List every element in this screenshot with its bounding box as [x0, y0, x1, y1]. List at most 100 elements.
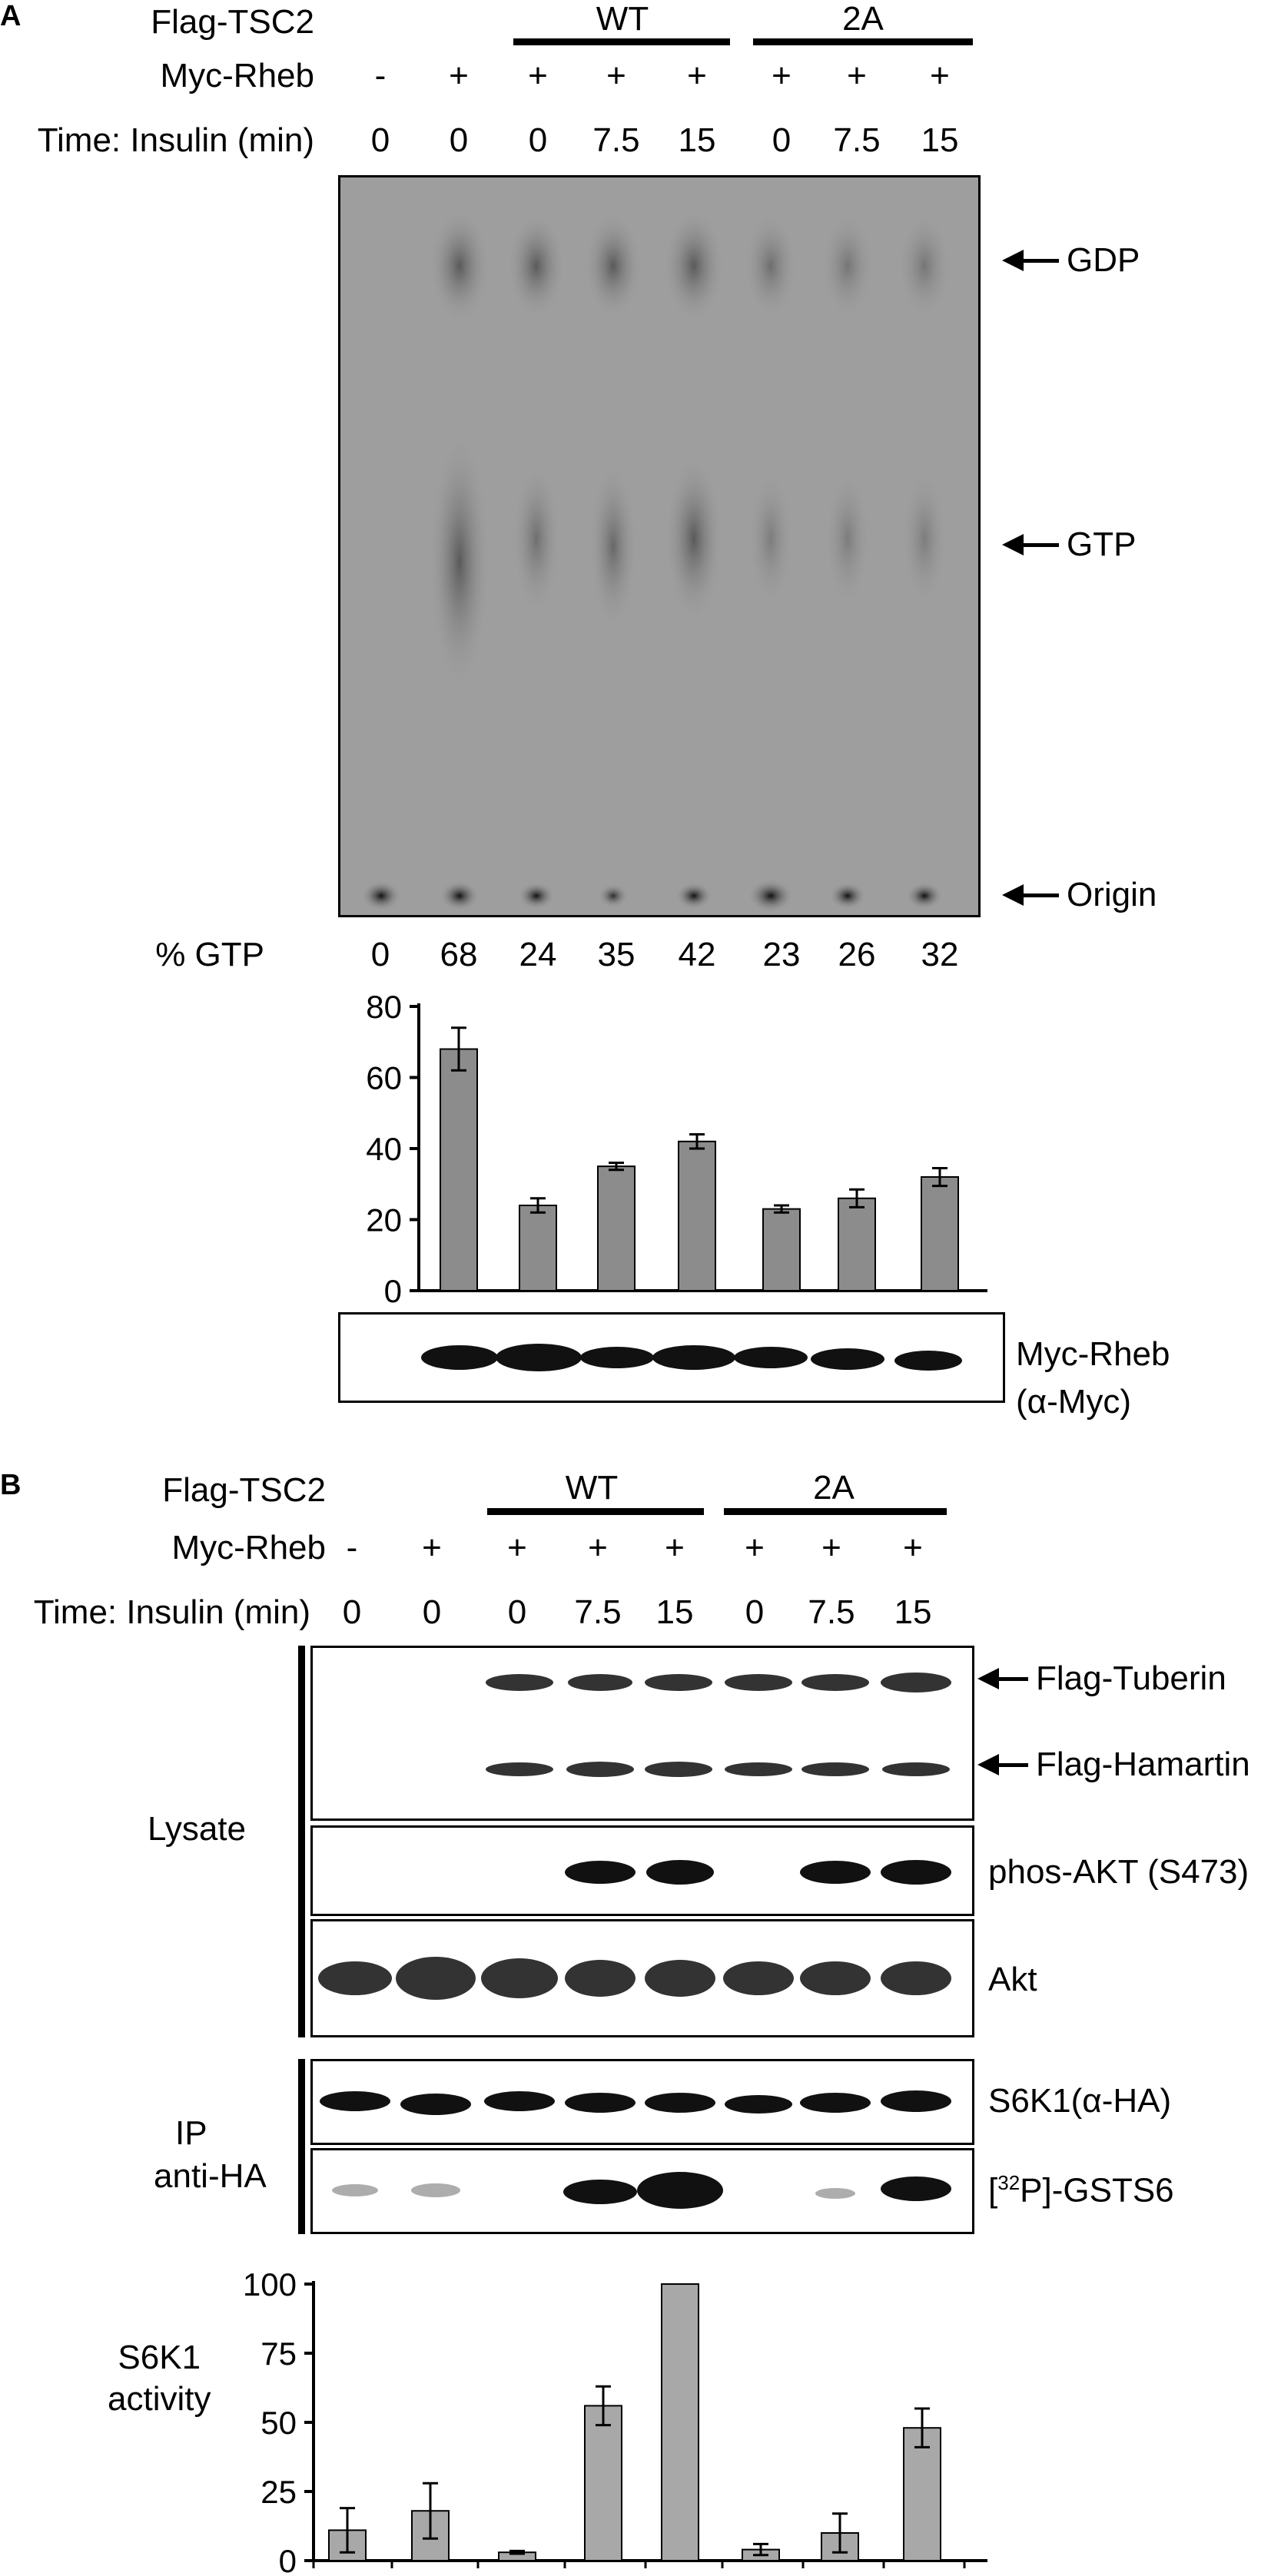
tuberin-arrow-label: Flag-Tuberin	[977, 1659, 1226, 1698]
left-arrow-icon	[977, 1754, 1028, 1775]
tuberin-hamartin-blot	[310, 1646, 974, 1821]
phos-akt-blot	[310, 1825, 974, 1916]
s6k1-activity-chart: 0 25 50 75 100	[243, 2266, 987, 2576]
time-lane-value: 7.5	[574, 1593, 622, 1631]
gdp-arrow-label: GDP	[1002, 241, 1140, 280]
bar	[678, 1140, 716, 1291]
panel-b-letter: B	[0, 1469, 22, 1501]
time-lane-value: 15	[921, 121, 959, 159]
myc-rheb-lane-value: +	[847, 57, 867, 94]
alpha-myc-label: (α-Myc)	[1016, 1383, 1132, 1421]
y-tick-label: 50	[261, 2405, 297, 2441]
myc-rheb-blot-label: Myc-Rheb	[1016, 1335, 1170, 1373]
time-insulin-label-b: Time: Insulin (min)	[33, 1593, 310, 1631]
gtp-arrow-label: GTP	[1002, 525, 1136, 564]
wt-group-bar	[513, 38, 730, 45]
2a-group-label-b: 2A	[813, 1469, 855, 1507]
akt-blot	[310, 1919, 974, 2037]
bar	[440, 1048, 478, 1291]
myc-rheb-lane-value: +	[903, 1529, 923, 1566]
y-tick-label: 100	[243, 2266, 297, 2302]
y-tick-label: 25	[261, 2474, 297, 2510]
y-tick-label: 0	[384, 1273, 402, 1309]
bar	[921, 1176, 959, 1291]
myc-rheb-lane-value: -	[374, 57, 387, 94]
myc-rheb-lane-value: +	[772, 57, 791, 94]
gsts6-blot	[310, 2148, 974, 2234]
bar	[903, 2427, 941, 2561]
tuberin-bands	[486, 1673, 951, 1692]
hamartin-arrow-label: Flag-Hamartin	[977, 1746, 1250, 1784]
panel-a-letter: A	[0, 0, 22, 32]
time-lane-value: 0	[772, 121, 791, 159]
y-tick-label: 75	[261, 2336, 297, 2372]
tlc-plate	[338, 175, 981, 917]
origin-arrow-label: Origin	[1002, 876, 1157, 914]
2a-group-label: 2A	[842, 0, 884, 38]
s6k1-blot	[310, 2059, 974, 2145]
left-arrow-icon	[1002, 884, 1059, 906]
pct-gtp-lane-value: 68	[440, 936, 478, 973]
gsts6-label: [32P]-GSTS6	[988, 2171, 1174, 2210]
time-insulin-label: Time: Insulin (min)	[37, 121, 314, 159]
y-tick-label: 40	[366, 1131, 402, 1167]
bar	[597, 1165, 636, 1291]
bar	[584, 2405, 622, 2561]
gtp-spots	[429, 431, 947, 692]
pct-gtp-label: % GTP	[155, 936, 264, 973]
ip-label: IP	[175, 2114, 207, 2152]
anti-ha-label: anti-HA	[154, 2157, 267, 2195]
ip-bracket	[298, 2059, 305, 2234]
time-lane-value: 0	[745, 1593, 765, 1631]
pct-gtp-lane-value: 32	[921, 936, 959, 973]
pct-gtp-lane-value: 35	[597, 936, 636, 973]
hamartin-bands	[486, 1762, 950, 1777]
myc-rheb-lane-value: +	[528, 57, 548, 94]
time-lane-value: 15	[678, 121, 716, 159]
myc-rheb-lane-value: +	[449, 57, 469, 94]
pct-gtp-lane-value: 26	[838, 936, 876, 973]
gdp-spots	[429, 208, 951, 323]
time-lane-value: 0	[342, 1593, 362, 1631]
time-lane-value: 0	[528, 121, 548, 159]
time-lane-value: 15	[894, 1593, 932, 1631]
myc-rheb-lane-value: +	[745, 1529, 765, 1566]
akt-label: Akt	[988, 1961, 1037, 1998]
myc-rheb-label: Myc-Rheb	[160, 57, 315, 94]
myc-rheb-lane-value: +	[588, 1529, 608, 1566]
2a-group-bar-b	[724, 1508, 947, 1515]
flag-tsc2-label: Flag-TSC2	[151, 3, 314, 41]
bar	[762, 1208, 801, 1291]
lysate-bracket	[298, 1646, 305, 2037]
bar	[661, 2283, 699, 2561]
myc-rheb-lane-value: +	[821, 1529, 841, 1566]
myc-rheb-lane-value: -	[346, 1529, 358, 1566]
time-lane-value: 7.5	[833, 121, 881, 159]
pct-gtp-lane-value: 42	[678, 936, 716, 973]
origin-spots	[361, 879, 943, 913]
myc-rheb-label-b: Myc-Rheb	[171, 1529, 327, 1566]
left-arrow-icon	[1002, 250, 1059, 271]
myc-rheb-lane-value: +	[606, 57, 626, 94]
myc-rheb-lane-value: +	[422, 1529, 442, 1566]
myc-rheb-blot	[338, 1312, 1005, 1403]
time-lane-value: 0	[449, 121, 469, 159]
time-lane-value: 0	[370, 121, 390, 159]
time-lane-value: 0	[422, 1593, 442, 1631]
left-arrow-icon	[977, 1668, 1028, 1689]
myc-rheb-lane-value: +	[930, 57, 950, 94]
flag-tsc2-label-b: Flag-TSC2	[162, 1471, 326, 1509]
2a-group-bar	[753, 38, 973, 45]
wt-group-label-b: WT	[565, 1469, 619, 1507]
s6k1-activity-ylabel: S6K1 activity	[108, 2339, 211, 2418]
phos-akt-label: phos-AKT (S473)	[988, 1853, 1249, 1891]
bar	[838, 1197, 876, 1291]
lysate-label: Lysate	[148, 1810, 247, 1848]
wt-group-label: WT	[596, 0, 649, 38]
time-lane-value: 7.5	[808, 1593, 855, 1631]
myc-rheb-lane-value: +	[665, 1529, 685, 1566]
pct-gtp-lane-value: 0	[370, 936, 390, 973]
pct-gtp-lane-value: 24	[519, 936, 557, 973]
left-arrow-icon	[1002, 534, 1059, 555]
y-tick-label: 80	[366, 989, 402, 1025]
